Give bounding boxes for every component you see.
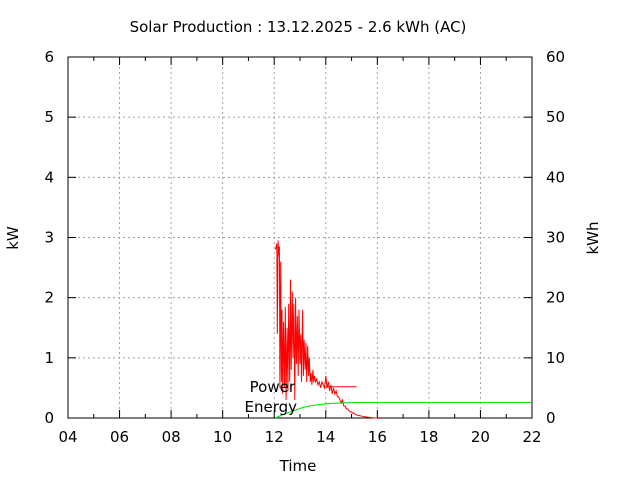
x-tick-label: 10: [213, 428, 232, 446]
y2-tick-label: 20: [546, 289, 565, 307]
x-tick-label: 04: [58, 428, 77, 446]
y-tick-label: 1: [44, 349, 54, 367]
legend-label-energy: Energy: [244, 398, 297, 416]
x-tick-label: 16: [368, 428, 387, 446]
y-tick-label: 6: [44, 48, 54, 66]
series-line-energy: [275, 401, 532, 419]
x-tick-labels: 04 06 08 10 12 14 16 18 20 22: [58, 428, 541, 446]
y-tick-labels: 0 1 2 3 4 5 6: [44, 48, 54, 427]
y-tick-label: 3: [44, 229, 54, 247]
y2-axis-title: kWh: [584, 221, 602, 254]
y-tick-label: 0: [44, 409, 54, 427]
tick-marks: [67, 56, 533, 419]
y2-tick-label: 0: [546, 409, 556, 427]
x-tick-label: 14: [316, 428, 335, 446]
series-layer: [275, 240, 532, 419]
y-tick-label: 2: [44, 289, 54, 307]
y2-tick-label: 50: [546, 108, 565, 126]
x-tick-label: 06: [110, 428, 129, 446]
x-tick-label: 22: [522, 428, 541, 446]
y2-tick-label: 60: [546, 48, 565, 66]
chart-title: Solar Production : 13.12.2025 - 2.6 kWh …: [130, 18, 467, 36]
x-tick-label: 20: [471, 428, 490, 446]
legend: Power Energy: [244, 378, 297, 416]
y2-tick-label: 30: [546, 229, 565, 247]
legend-label-power: Power: [250, 378, 296, 396]
series-line-power: [275, 240, 378, 419]
y-tick-label: 5: [44, 108, 54, 126]
y2-tick-labels: 0 10 20 30 40 50 60: [546, 48, 565, 427]
x-tick-label: 18: [419, 428, 438, 446]
grid: [68, 57, 532, 418]
y2-tick-label: 40: [546, 168, 565, 186]
y-axis-title: kW: [4, 226, 22, 250]
x-tick-label: 08: [162, 428, 181, 446]
x-tick-label: 12: [265, 428, 284, 446]
y2-tick-label: 10: [546, 349, 565, 367]
x-axis-title: Time: [279, 457, 317, 475]
y-tick-label: 4: [44, 168, 54, 186]
